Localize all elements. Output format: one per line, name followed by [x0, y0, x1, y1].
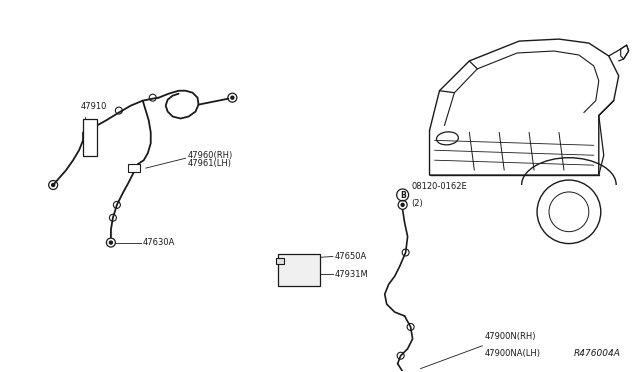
Circle shape [231, 96, 234, 99]
Bar [276, 259, 284, 264]
Text: 47961(LH): 47961(LH) [188, 159, 232, 168]
Text: 47910: 47910 [81, 102, 108, 110]
Text: R476004A: R476004A [574, 349, 621, 358]
Circle shape [109, 241, 113, 244]
Bar [83, 119, 97, 156]
Text: 47960(RH): 47960(RH) [188, 151, 233, 160]
Text: (2): (2) [412, 199, 423, 208]
Text: B: B [400, 191, 406, 200]
Text: 47900N(RH): 47900N(RH) [484, 332, 536, 341]
Circle shape [52, 183, 54, 186]
Text: 47650A: 47650A [335, 252, 367, 261]
Text: 47630A: 47630A [143, 238, 175, 247]
Bar [128, 164, 140, 172]
Text: 47931M: 47931M [335, 270, 369, 279]
Text: 47900NA(LH): 47900NA(LH) [484, 349, 540, 358]
Bar [278, 254, 320, 286]
Circle shape [401, 203, 404, 206]
Text: 08120-0162E: 08120-0162E [412, 182, 467, 191]
